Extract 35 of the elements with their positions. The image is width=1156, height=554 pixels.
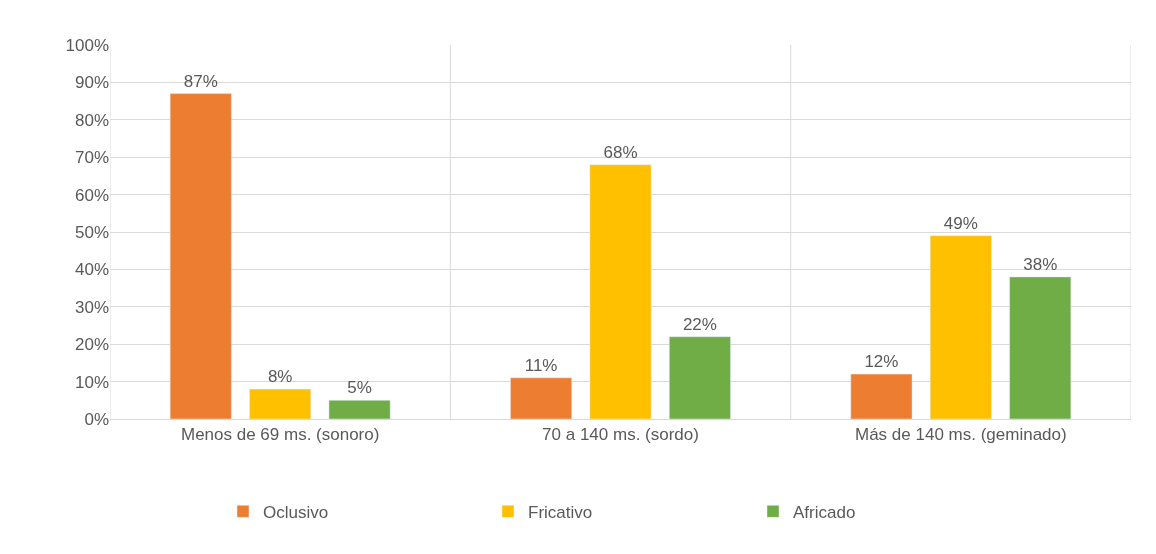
y-tick-label: 50% <box>74 222 109 242</box>
data-label: 68% <box>603 142 638 162</box>
data-label: 87% <box>183 71 218 91</box>
y-tick-label: 100% <box>65 35 109 55</box>
data-label: 5% <box>347 378 372 398</box>
bar <box>589 164 652 419</box>
bar <box>1009 276 1072 419</box>
bar <box>328 400 391 419</box>
data-label: 8% <box>267 367 293 387</box>
bar <box>249 388 312 419</box>
bar <box>669 336 731 419</box>
bar <box>929 235 992 419</box>
legend-label: Fricativo <box>528 502 593 522</box>
legend-label: Oclusivo <box>263 502 329 522</box>
data-label: 12% <box>864 352 899 372</box>
x-tick-label: 70 a 140 ms. (sordo) <box>542 425 699 445</box>
y-tick-label: 0% <box>84 409 109 429</box>
y-tick-label: 30% <box>74 297 109 317</box>
y-tick-label: 80% <box>74 110 109 130</box>
data-label: 11% <box>524 355 558 375</box>
data-label: 22% <box>682 314 717 334</box>
data-label: 49% <box>943 213 978 233</box>
data-label: 38% <box>1023 254 1058 274</box>
y-tick-label: 90% <box>74 73 109 93</box>
bar <box>169 93 232 419</box>
x-tick-label: Más de 140 ms. (geminado) <box>855 425 1067 445</box>
y-tick-label: 60% <box>74 185 109 205</box>
y-tick-label: 40% <box>74 260 109 280</box>
legend-label: Africado <box>793 502 856 522</box>
y-tick-label: 10% <box>74 372 109 392</box>
y-tick-label: 20% <box>74 335 109 355</box>
bar <box>850 373 913 419</box>
bar <box>510 377 572 419</box>
x-tick-label: Menos de 69 ms. (sonoro) <box>180 425 380 445</box>
y-tick-label: 70% <box>74 148 109 168</box>
